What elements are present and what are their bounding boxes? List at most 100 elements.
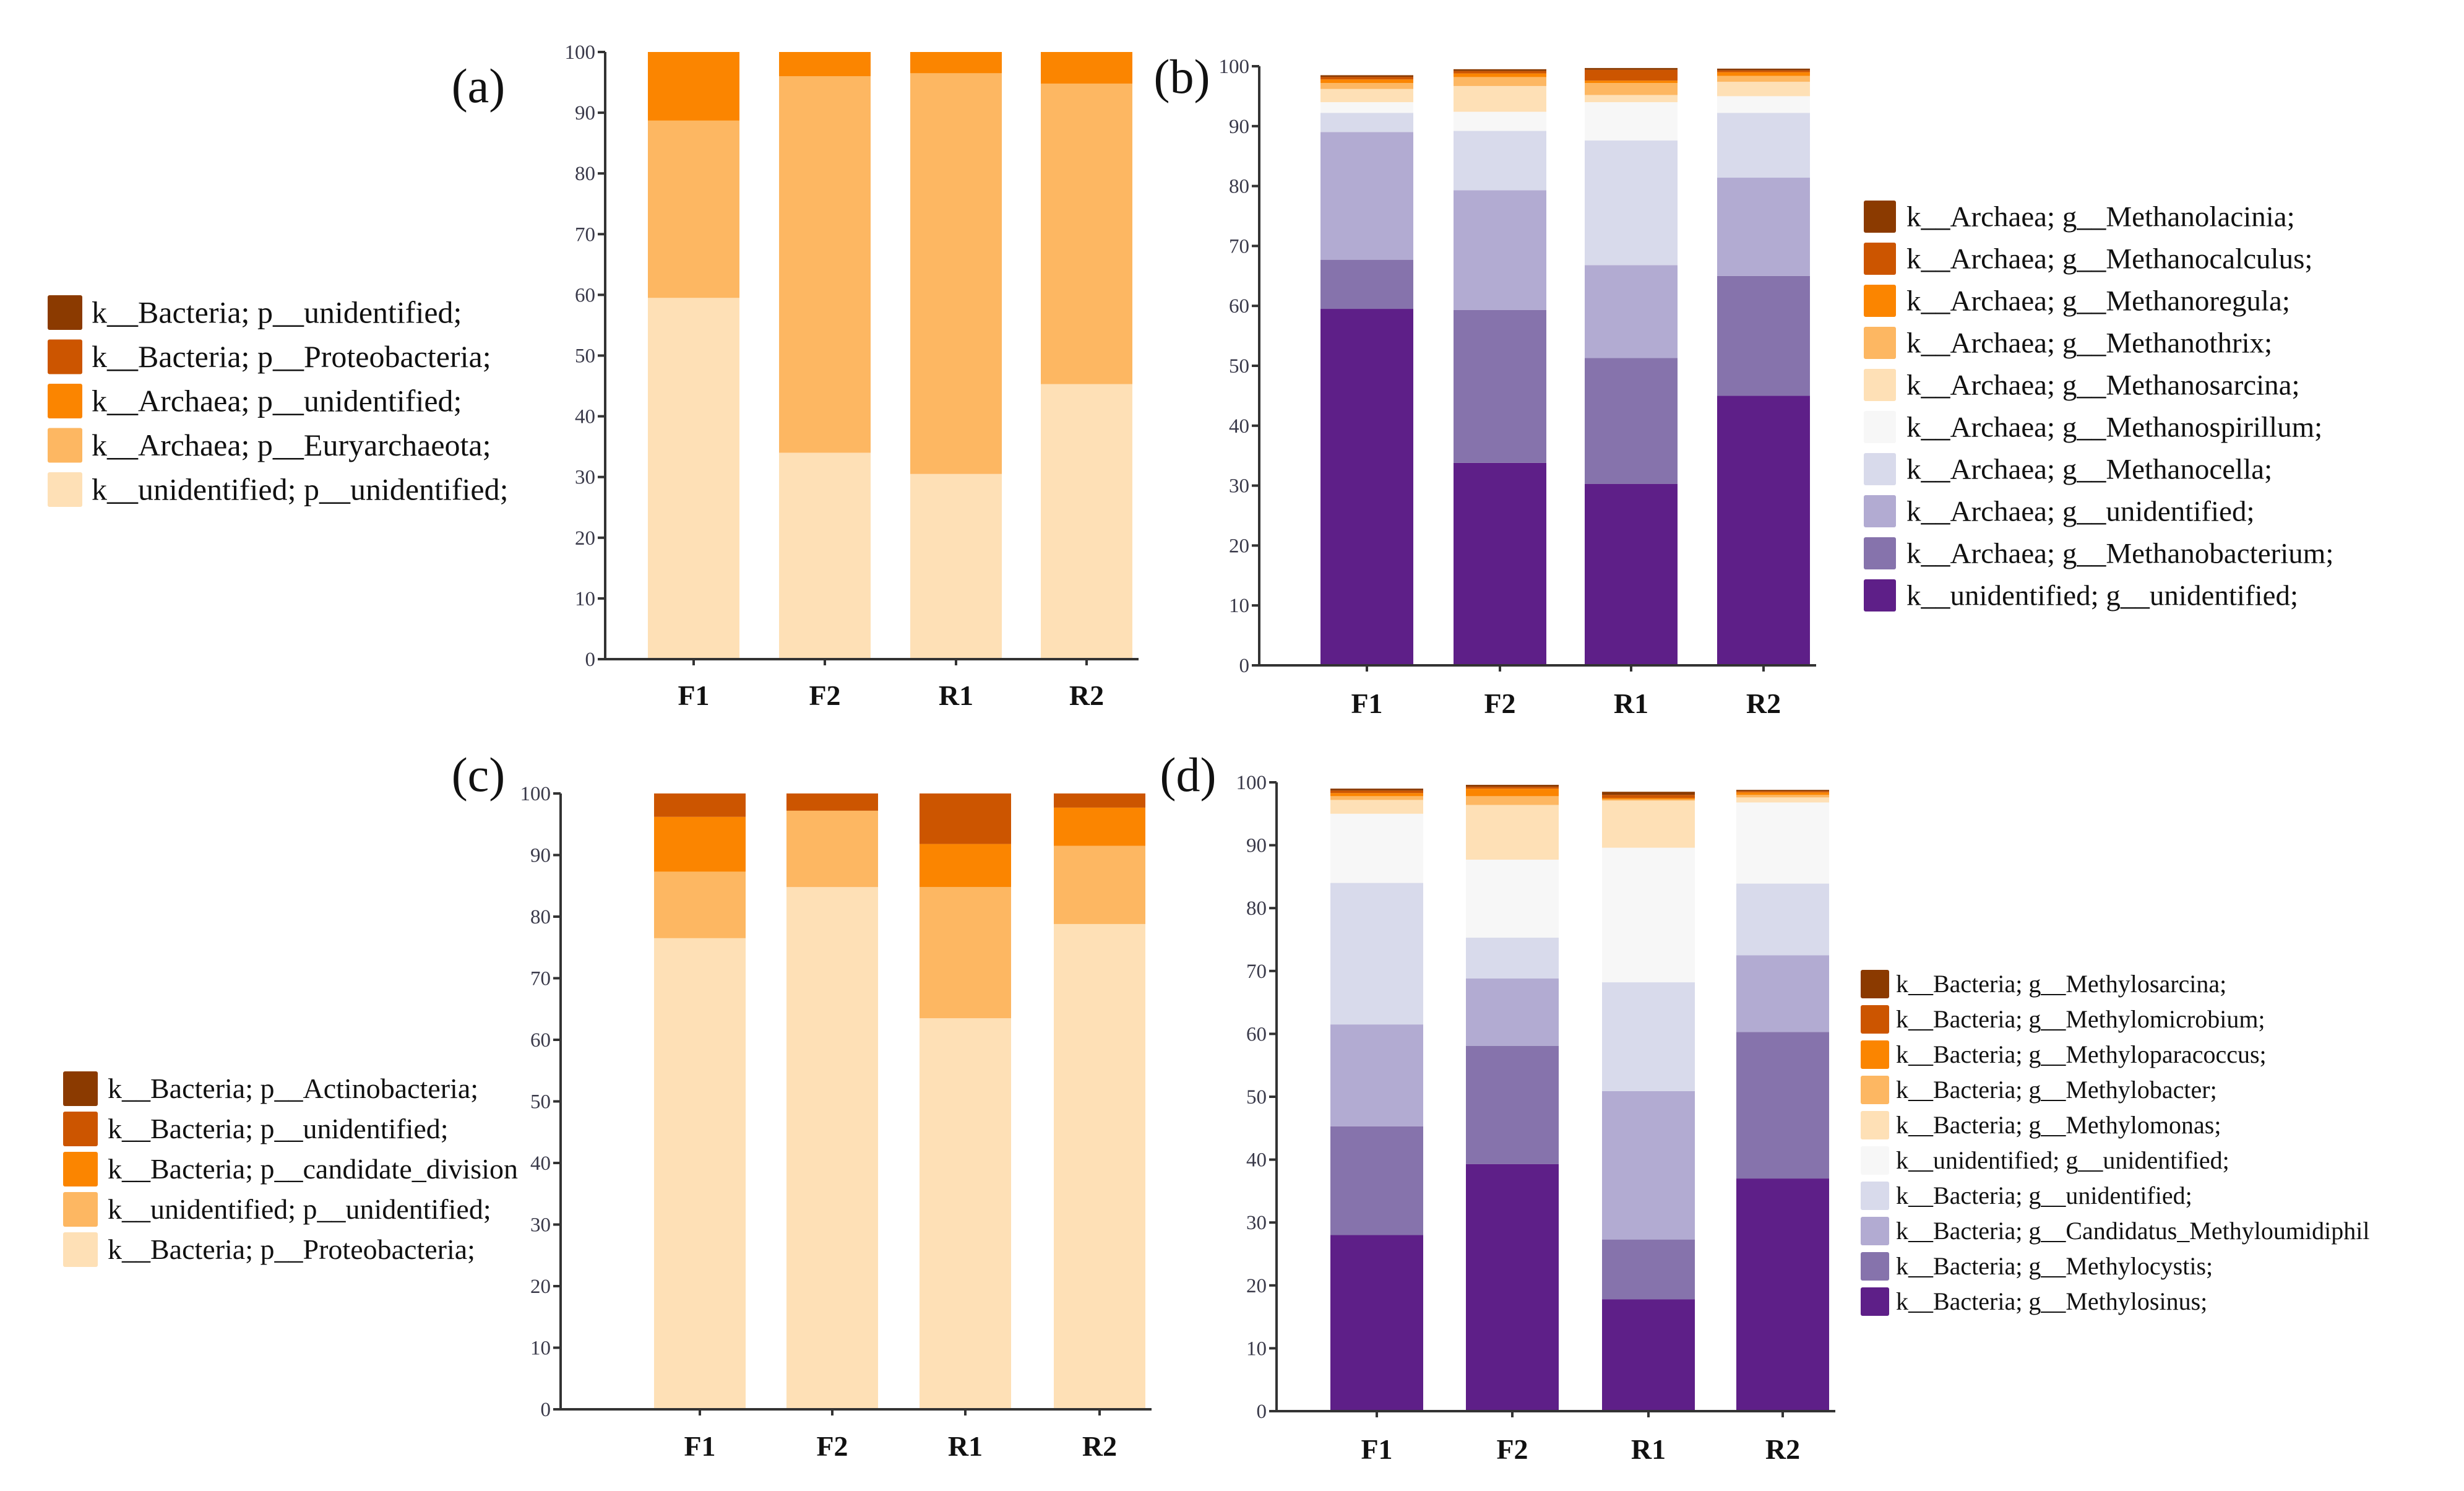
x-tick-label: R1 [1614, 688, 1648, 719]
bar-segment [1330, 789, 1423, 791]
legend-swatch [48, 428, 82, 463]
bar-segment [648, 52, 739, 121]
bar-segment [1320, 259, 1413, 309]
y-tick-label: 100 [520, 783, 551, 805]
panel-label: (c) [452, 748, 506, 802]
panel-label: (d) [1160, 748, 1217, 802]
legend-label: k__Archaea; g__Methanosarcina; [1906, 370, 2300, 402]
bar-segment [1736, 790, 1829, 792]
legend-swatch [1864, 579, 1896, 612]
legend-swatch [48, 384, 82, 418]
bar-segment [1736, 797, 1829, 803]
y-tick-label: 50 [575, 345, 595, 368]
legend-label: k__Archaea; g__Methanothrix; [1906, 327, 2272, 360]
y-tick-label: 80 [530, 906, 551, 928]
bar-segment [1454, 73, 1546, 77]
legend-swatch [1861, 1287, 1889, 1316]
bar-segment [654, 938, 746, 1409]
y-tick-label: 100 [1236, 772, 1267, 794]
x-tick-label: F2 [816, 1430, 848, 1462]
bar-segment [1320, 113, 1413, 132]
panel-label: (a) [452, 59, 506, 113]
bar-segment [1320, 75, 1413, 77]
bar-segment [1602, 799, 1695, 801]
bar-segment [654, 871, 746, 938]
legend-swatch [1861, 1182, 1889, 1210]
bar-segment [1585, 83, 1678, 95]
bar-segment [920, 1018, 1011, 1409]
x-tick-label: F1 [1351, 688, 1382, 719]
legend-swatch [48, 472, 82, 507]
bar-segment [1454, 77, 1546, 86]
y-tick-label: 80 [1229, 176, 1249, 198]
x-tick-label: R1 [948, 1430, 983, 1462]
y-tick-label: 80 [575, 163, 595, 185]
bar-segment [1585, 95, 1678, 103]
bar-segment [1454, 462, 1546, 665]
x-tick-label: F1 [684, 1430, 715, 1462]
y-tick-label: 60 [1246, 1023, 1267, 1045]
y-tick-label: 90 [530, 845, 551, 867]
y-tick-label: 0 [1239, 655, 1250, 677]
legend-swatch [1861, 1252, 1889, 1281]
bar-segment [1602, 795, 1695, 798]
legend-swatch [1864, 285, 1896, 317]
legend-label: k__unidentified; g__unidentified; [1896, 1146, 2229, 1174]
legend-swatch [1861, 1111, 1889, 1139]
bar-segment [1454, 85, 1546, 112]
bar-segment [1717, 96, 1810, 113]
bar-segment [1717, 113, 1810, 178]
y-tick-label: 30 [1229, 475, 1249, 498]
legend-label: k__Bacteria; g__Candidatus_Methyloumidip… [1896, 1217, 2369, 1245]
legend-swatch [48, 295, 82, 330]
x-tick-label: R2 [1069, 680, 1104, 711]
legend-label: k__Bacteria; g__Methyloparacoccus; [1896, 1040, 2267, 1068]
bar-segment [1054, 845, 1145, 924]
legend-label: k__Bacteria; g__Methylocystis; [1896, 1252, 2213, 1280]
legend-label: k__Archaea; g__Methanobacterium; [1906, 538, 2333, 570]
legend-swatch [1864, 453, 1896, 485]
panel-label: (b) [1154, 50, 1210, 103]
legend: k__Archaea; g__Methanolacinia; k__Archaea… [1864, 201, 2333, 612]
x-tick-label: R2 [1765, 1433, 1800, 1465]
y-tick-label: 10 [530, 1338, 551, 1360]
legend-label: k__Archaea; g__unidentified; [1906, 496, 2255, 528]
bar-segment [1466, 789, 1559, 797]
bar-segment [1717, 76, 1810, 82]
legend-label: k__unidentified; g__unidentified; [1906, 580, 2298, 612]
bar-segment [786, 810, 878, 888]
legend-label: k__Bacteria; p__unidentified; [92, 295, 462, 330]
bar-segment [1736, 802, 1829, 884]
y-tick-label: 30 [530, 1214, 551, 1237]
legend-swatch [1861, 1005, 1889, 1034]
x-tick-label: F2 [1484, 688, 1515, 719]
bar-segment [1330, 1235, 1423, 1411]
bar-segment [1466, 937, 1559, 979]
legend-swatch [48, 339, 82, 374]
y-tick-label: 60 [530, 1029, 551, 1052]
bar-segment [1736, 1032, 1829, 1179]
legend-swatch [1864, 369, 1896, 401]
y-tick-label: 50 [530, 1091, 551, 1113]
legend-label: k__Bacteria; p__candidate_division [108, 1153, 518, 1185]
legend-label: k__Archaea; g__Methanoregula; [1906, 285, 2290, 318]
bar-segment [1320, 309, 1413, 665]
bar-segment [1585, 69, 1678, 81]
y-tick-label: 70 [1246, 961, 1267, 983]
legend-label: k__Bacteria; p__Proteobacteria; [108, 1234, 475, 1265]
legend-label: k__Archaea; g__Methanocalculus; [1906, 243, 2312, 275]
legend-label: k__Bacteria; g__Methylosinus; [1896, 1287, 2207, 1315]
bar-segment [1602, 1091, 1695, 1240]
y-tick-label: 0 [1257, 1401, 1267, 1423]
bar-segment [910, 73, 1002, 474]
legend-label: k__Archaea; p__Euryarchaeota; [92, 428, 491, 462]
bar-segment [1466, 796, 1559, 805]
bar-segment [1320, 83, 1413, 89]
bar-segment [1736, 791, 1829, 793]
y-tick-label: 20 [530, 1276, 551, 1298]
y-tick-label: 70 [530, 968, 551, 990]
bar-segment [1330, 796, 1423, 800]
y-tick-label: 30 [575, 467, 595, 489]
legend-swatch [1864, 243, 1896, 275]
